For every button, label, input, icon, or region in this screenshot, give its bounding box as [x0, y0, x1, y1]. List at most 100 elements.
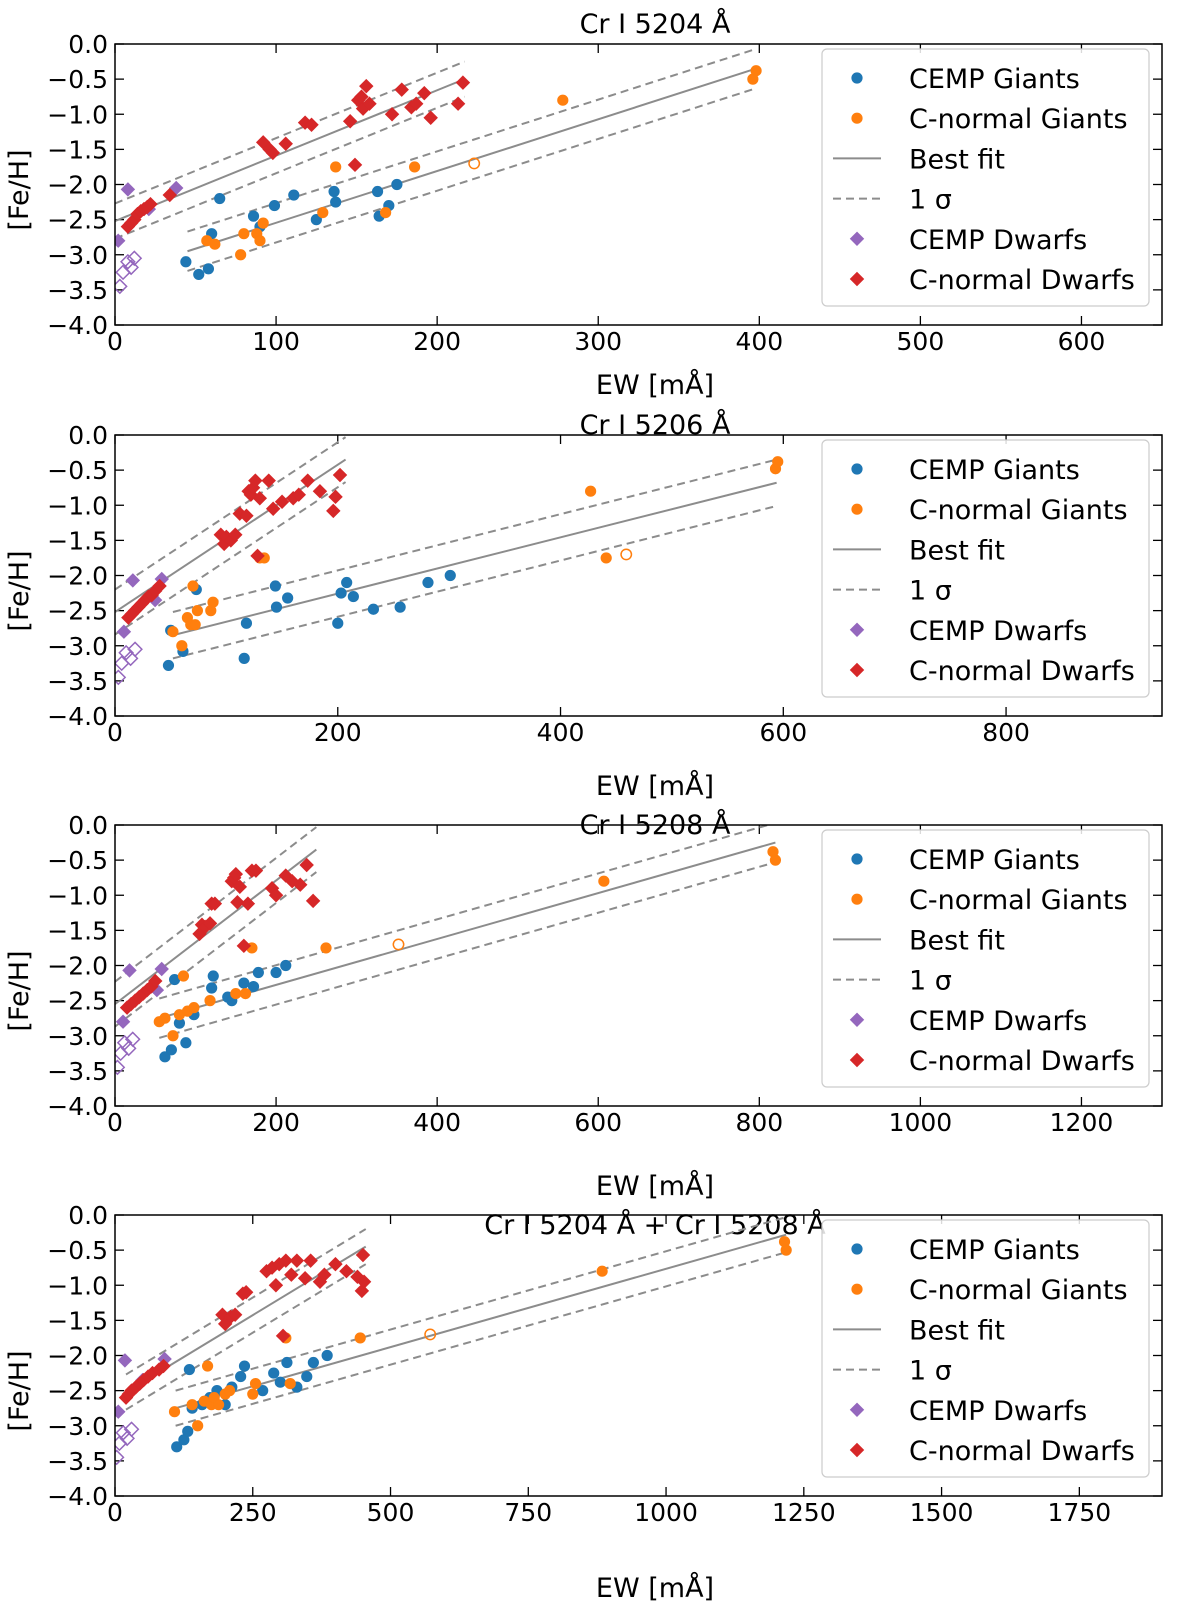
- legend-marker: [849, 1402, 865, 1418]
- series-c-normal-giants: [153, 846, 782, 1042]
- legend: CEMP Giants C-normal Giants Best fit 1 σ CEM…: [821, 829, 1150, 1088]
- y-axis-label: [Fe/H]: [4, 550, 35, 631]
- legend-label: Best fit: [909, 535, 1005, 566]
- data-point: [585, 485, 597, 497]
- legend-label: C-normal Dwarfs: [909, 1046, 1135, 1077]
- legend-marker: [849, 231, 865, 247]
- data-point: [557, 94, 569, 106]
- data-point: [293, 877, 308, 892]
- data-point: [186, 1399, 198, 1411]
- legend-item-one-sigma: 1 σ: [833, 576, 952, 607]
- data-point: [148, 973, 163, 989]
- legend-frame: [821, 48, 1150, 307]
- data-point: [235, 1370, 247, 1383]
- plot-frame: [114, 434, 1163, 717]
- data-point: [367, 603, 380, 615]
- data-point: [300, 473, 315, 488]
- legend-item-best-fit: Best fit: [833, 925, 1005, 956]
- data-point: [214, 192, 226, 205]
- data-point: [180, 1037, 192, 1049]
- data-point: [252, 491, 268, 506]
- y-tick-label: −3.0: [47, 1022, 108, 1051]
- legend-item-cemp-dwarfs: CEMP Dwarfs: [849, 616, 1087, 647]
- data-point: [422, 576, 434, 589]
- best-fit-line: [159, 841, 776, 1020]
- data-point: [320, 942, 332, 954]
- panel-cr-5208: Cr I 5208 Å EW [mÅ] [Fe/H] 0 200 400 600 800…: [4, 809, 1163, 1202]
- data-point: [224, 1385, 236, 1397]
- y-tick-label: −1.0: [47, 491, 108, 520]
- legend-label: C-normal Giants: [909, 495, 1128, 526]
- fit-giants-fit: [159, 825, 776, 1039]
- legend-item-cemp-giants: CEMP Giants: [851, 845, 1080, 876]
- x-tick-label: 400: [735, 327, 783, 356]
- x-tick-label: 500: [367, 1498, 415, 1527]
- data-point: [247, 1388, 259, 1400]
- data-point: [212, 1399, 225, 1411]
- legend-item-cemp-dwarfs: CEMP Dwarfs: [849, 1006, 1087, 1037]
- legend-item-c-normal-dwarfs: C-normal Dwarfs: [849, 1046, 1135, 1077]
- data-point: [354, 1332, 366, 1344]
- data-point: [384, 107, 400, 122]
- x-tick-label: 1500: [910, 1498, 974, 1527]
- legend-label: CEMP Dwarfs: [909, 225, 1087, 256]
- panel-cr-5204: Cr I 5204 Å EW [mÅ] [Fe/H] 0 100 200 300 400…: [4, 8, 1163, 401]
- legend-item-best-fit: Best fit: [833, 535, 1005, 566]
- y-tick-label: −1.0: [47, 100, 108, 129]
- y-tick-label: −1.0: [47, 881, 108, 910]
- fit-giants-fit: [187, 47, 757, 272]
- x-tick-label: 600: [574, 1108, 622, 1137]
- data-point: [291, 487, 307, 502]
- data-point: [115, 1404, 126, 1419]
- data-point: [335, 587, 347, 599]
- data-point-hollow: [115, 1449, 125, 1466]
- sigma-upper-line: [115, 436, 347, 591]
- series-cemp-giants: [162, 569, 456, 672]
- data-point: [342, 114, 358, 129]
- data-point: [162, 659, 175, 672]
- legend-label: C-normal Dwarfs: [909, 1436, 1135, 1467]
- data-point: [268, 888, 284, 903]
- data-point: [180, 256, 192, 268]
- legend-label: C-normal Giants: [909, 1275, 1128, 1306]
- y-axis-label: [Fe/H]: [4, 149, 35, 230]
- y-tick-label: −4.0: [47, 702, 108, 731]
- data-point: [278, 1253, 294, 1268]
- legend-item-cemp-giants: CEMP Giants: [851, 1235, 1080, 1266]
- x-tick-label: 200: [413, 327, 461, 356]
- data-point: [261, 473, 276, 488]
- data-point-hollow: [123, 1421, 140, 1438]
- x-tick-label: 0: [107, 327, 123, 356]
- x-tick-label: 400: [413, 1108, 461, 1137]
- data-point: [598, 875, 610, 887]
- x-axis-label: EW [mÅ]: [596, 770, 714, 802]
- data-point: [239, 987, 252, 1000]
- sigma-upper-line: [115, 826, 317, 983]
- legend-marker: [851, 853, 863, 865]
- y-tick-label: −3.5: [47, 1057, 108, 1086]
- sigma-lower-line: [125, 1263, 367, 1411]
- data-point: [282, 592, 294, 604]
- y-tick-label: 0.0: [68, 421, 108, 450]
- data-point: [455, 75, 471, 90]
- data-point: [380, 207, 392, 219]
- data-point: [444, 569, 456, 582]
- plot-frame: [114, 1214, 1163, 1497]
- legend-item-one-sigma: 1 σ: [833, 185, 952, 216]
- series-c-normal-dwarfs: [119, 857, 321, 1015]
- legend-item-c-normal-giants: C-normal Giants: [851, 495, 1128, 526]
- data-point: [394, 82, 409, 97]
- data-point: [772, 456, 784, 468]
- data-point: [265, 501, 281, 516]
- data-point: [206, 982, 218, 994]
- x-tick-label: 600: [1058, 327, 1106, 356]
- data-point: [238, 228, 250, 240]
- legend-marker: [851, 1243, 863, 1255]
- data-point: [228, 866, 244, 882]
- data-point-hollow: [124, 1031, 141, 1048]
- data-point: [182, 1425, 194, 1437]
- legend-item-cemp-giants: CEMP Giants: [851, 64, 1080, 95]
- legend-marker: [849, 1442, 865, 1458]
- data-point: [228, 527, 243, 542]
- data-point: [176, 640, 188, 652]
